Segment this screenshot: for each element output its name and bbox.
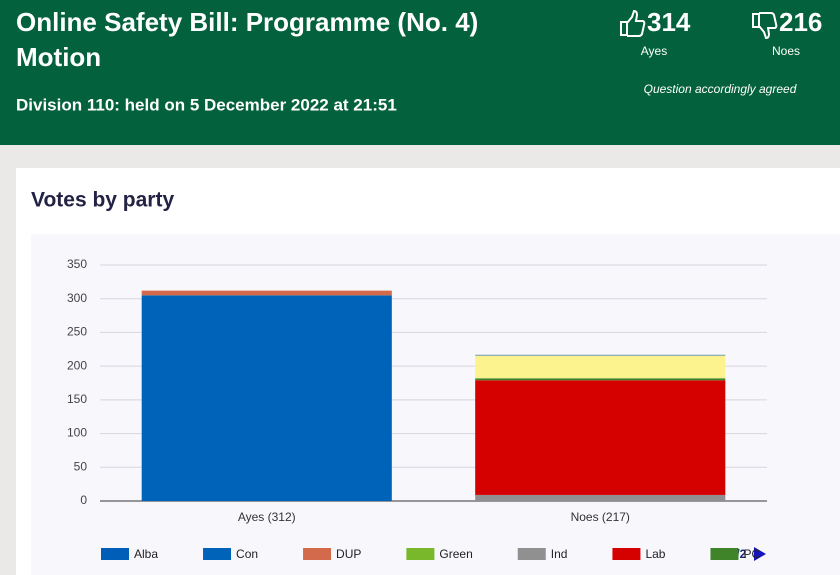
bar-segment bbox=[141, 290, 392, 296]
title: Motion bbox=[16, 42, 101, 72]
thumb-up-icon bbox=[620, 9, 646, 37]
legend-label: PC bbox=[743, 547, 760, 561]
legend-swatch bbox=[517, 548, 546, 560]
bar-segment bbox=[475, 380, 726, 495]
bar-segment bbox=[475, 494, 726, 501]
legend-label: DUP bbox=[336, 547, 361, 561]
legend-swatch bbox=[203, 548, 232, 560]
y-tick-label: 250 bbox=[67, 325, 87, 339]
bar-segment bbox=[475, 354, 726, 357]
ayes-count: 314 bbox=[647, 7, 691, 37]
y-tick-label: 300 bbox=[67, 291, 87, 305]
y-tick-label: 0 bbox=[80, 493, 87, 507]
x-tick-label: Noes (217) bbox=[571, 510, 630, 524]
legend-label: Alba bbox=[134, 547, 158, 561]
legend-label: Lab bbox=[645, 547, 665, 561]
legend-swatch bbox=[406, 548, 435, 560]
legend-swatch bbox=[101, 548, 129, 560]
header-bar bbox=[0, 0, 840, 145]
legend-label: Con bbox=[236, 547, 258, 561]
title: Online Safety Bill: Programme (No. 4) bbox=[16, 7, 478, 37]
y-tick-label: 200 bbox=[67, 358, 87, 372]
bar-segment bbox=[141, 295, 392, 501]
y-tick-label: 100 bbox=[67, 426, 87, 440]
bar-segment bbox=[475, 378, 726, 381]
legend-label: Green bbox=[439, 547, 472, 561]
subtitle: Division 110: held on 5 December 2022 at… bbox=[16, 95, 397, 114]
y-tick-label: 50 bbox=[74, 459, 88, 473]
card-title: Votes by party bbox=[31, 189, 174, 212]
noes-label: Noes bbox=[772, 44, 800, 58]
thumb-down-icon bbox=[752, 12, 778, 40]
legend-label: Ind bbox=[551, 547, 568, 561]
legend-swatch bbox=[710, 548, 739, 560]
legend-swatch bbox=[303, 548, 332, 560]
bar-segment bbox=[475, 356, 726, 379]
ayes-label: Ayes bbox=[641, 44, 667, 58]
y-tick-label: 150 bbox=[67, 392, 87, 406]
result: Question accordingly agreed bbox=[644, 82, 797, 96]
noes-count: 216 bbox=[779, 7, 822, 37]
legend-next[interactable] bbox=[754, 547, 766, 561]
legend-swatch bbox=[612, 548, 641, 560]
x-tick-label: Ayes (312) bbox=[238, 510, 296, 524]
y-tick-label: 350 bbox=[67, 257, 87, 271]
